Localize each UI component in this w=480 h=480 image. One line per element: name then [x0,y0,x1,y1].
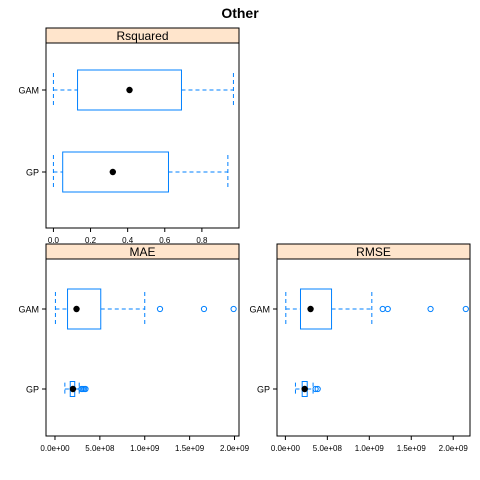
panel-strip-title: Rsquared [116,29,168,43]
panel-strip-title: MAE [129,245,155,259]
x-tick-label: 1.0e+09 [130,444,160,453]
outlier-point [156,305,164,313]
iqr-box [299,288,333,330]
box-gam [285,288,469,330]
x-tick-label: 1.5e+09 [397,444,427,453]
outlier-point [384,305,391,313]
iqr-box [77,69,182,111]
outlier-point [379,305,386,313]
x-tick-label: 0.0e+00 [40,444,70,453]
outlier-point [230,305,237,313]
outlier-point [82,385,89,393]
y-tick-label: GAM [18,86,39,96]
x-tick-label: 0.4 [122,236,134,245]
y-tick-label: GAM [18,305,39,315]
panel-mae: MAE GAM GP 0.0e+00 5.0e+08 1.0e+09 1.5e+09 2.0e… [18,243,250,453]
box-gam [54,288,237,330]
figure-title: Other [221,5,259,21]
x-tick-label: 0.6 [159,236,171,245]
y-tick-label: GP [257,385,270,395]
x-tick-label: 0.8 [196,236,208,245]
panel-rsquared: Rsquared GAM GP 0.0 0.2 0.4 0.6 0.8 [18,27,240,245]
panel-frame [45,258,240,437]
box-gp [52,151,229,193]
iqr-box [62,151,169,193]
panel-strip-title: RMSE [356,245,391,259]
panel-rmse: RMSE GAM GP 0.0e+00 5.0e+08 1.0e+09 1.5e+09 2.0… [249,243,471,453]
x-tick-label: 1.0e+09 [355,444,385,453]
median-dot [69,385,77,393]
x-tick-label: 5.0e+08 [85,444,115,453]
y-tick-label: GP [26,385,39,395]
panel-frame [276,258,471,437]
outlier-point [427,305,434,313]
iqr-box [67,288,102,330]
outlier-point [314,385,321,393]
outlier-point [462,305,469,313]
box-gp [294,381,321,397]
median-dot [301,385,308,393]
outlier-point [200,305,208,313]
x-tick-label: 2.0e+09 [220,444,250,453]
x-tick-label: 0.0 [48,236,60,245]
box-gam [52,69,234,111]
box-gp [64,381,89,397]
median-dot [307,305,314,313]
panels: Rsquared GAM GP 0.0 0.2 0.4 0.6 0.8 MAE GAM GP 0.0e… [18,27,471,453]
median-dot [109,168,117,176]
y-tick-label: GP [26,168,39,178]
x-tick-label: 1.5e+09 [175,444,205,453]
y-tick-label: GAM [249,305,270,315]
x-tick-label: 5.0e+08 [313,444,343,453]
panel-frame [45,42,240,229]
x-tick-label: 0.2 [85,236,97,245]
median-dot [126,86,133,94]
outlier-point [312,385,319,393]
x-tick-label: 2.0e+09 [439,444,469,453]
x-tick-label: 0.0e+00 [271,444,301,453]
median-dot [73,305,80,313]
